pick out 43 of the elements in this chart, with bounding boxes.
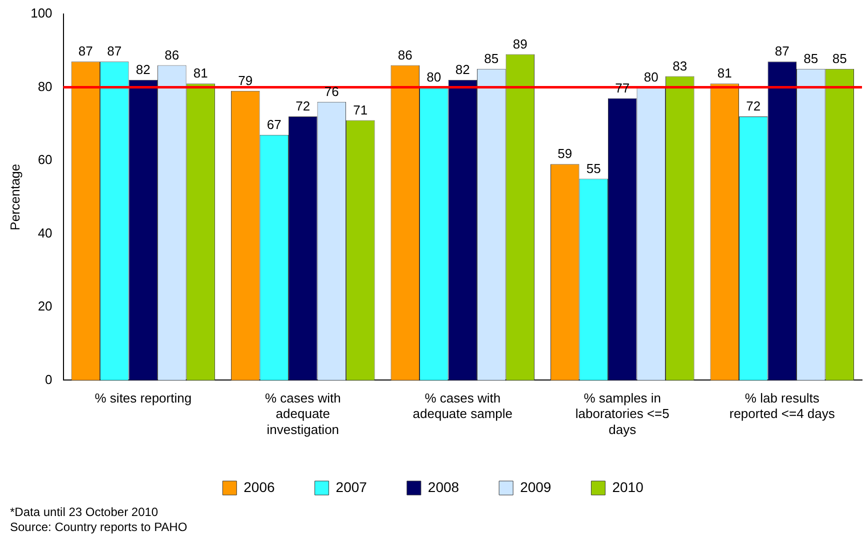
data-label: 59 <box>558 146 572 162</box>
data-label: 85 <box>804 51 818 66</box>
x-tick-label: % lab results reported <=4 days <box>729 390 836 422</box>
data-label: 76 <box>324 84 339 99</box>
data-label: 83 <box>672 58 688 74</box>
data-label: 85 <box>484 51 499 66</box>
data-label: 85 <box>832 51 847 66</box>
x-tick-label: % samples in laboratories <=5 days <box>575 390 670 437</box>
source-note: Source: Country reports to PAHO <box>10 520 188 535</box>
data-label: 72 <box>746 98 761 114</box>
data-label: 80 <box>644 69 658 84</box>
data-label: 82 <box>455 62 470 77</box>
y-tick-label: 80 <box>38 78 52 94</box>
data-label: 81 <box>717 66 732 81</box>
text: *Data until 23 October 2010 <box>10 505 160 520</box>
data-label: 81 <box>193 66 208 81</box>
y-tick-label: 0 <box>45 372 52 387</box>
data-label: 89 <box>512 36 528 52</box>
legend-label: 2009 <box>520 478 552 495</box>
data-label: 72 <box>296 98 310 114</box>
legend-label: 2010 <box>612 478 644 495</box>
y-axis-title: Percentage <box>7 164 22 230</box>
legend-label: 2007 <box>336 478 368 495</box>
data-label: 86 <box>398 47 412 62</box>
data-label: 80 <box>426 69 442 84</box>
data-label: 87 <box>78 44 93 59</box>
data-label: 87 <box>774 44 790 59</box>
legend-label: 2006 <box>244 478 275 495</box>
x-tick-label: % cases with adequate sample <box>412 390 513 422</box>
y-tick-label: 100 <box>30 6 52 21</box>
y-tick-label: 20 <box>38 298 52 314</box>
x-tick-label: % cases with adequate investigation <box>264 390 341 437</box>
legend-label: 2008 <box>428 478 460 495</box>
data-label: 86 <box>164 47 180 62</box>
data-label: 79 <box>238 72 253 88</box>
data-label: 55 <box>586 160 601 176</box>
y-tick-label: 40 <box>38 225 52 240</box>
data-label: 71 <box>353 102 368 118</box>
data-label: 82 <box>136 62 150 77</box>
y-tick-label: 60 <box>38 152 52 168</box>
x-tick-label: % sites reporting <box>94 390 192 406</box>
data-label: 87 <box>107 44 122 59</box>
data-label: 67 <box>266 116 282 132</box>
